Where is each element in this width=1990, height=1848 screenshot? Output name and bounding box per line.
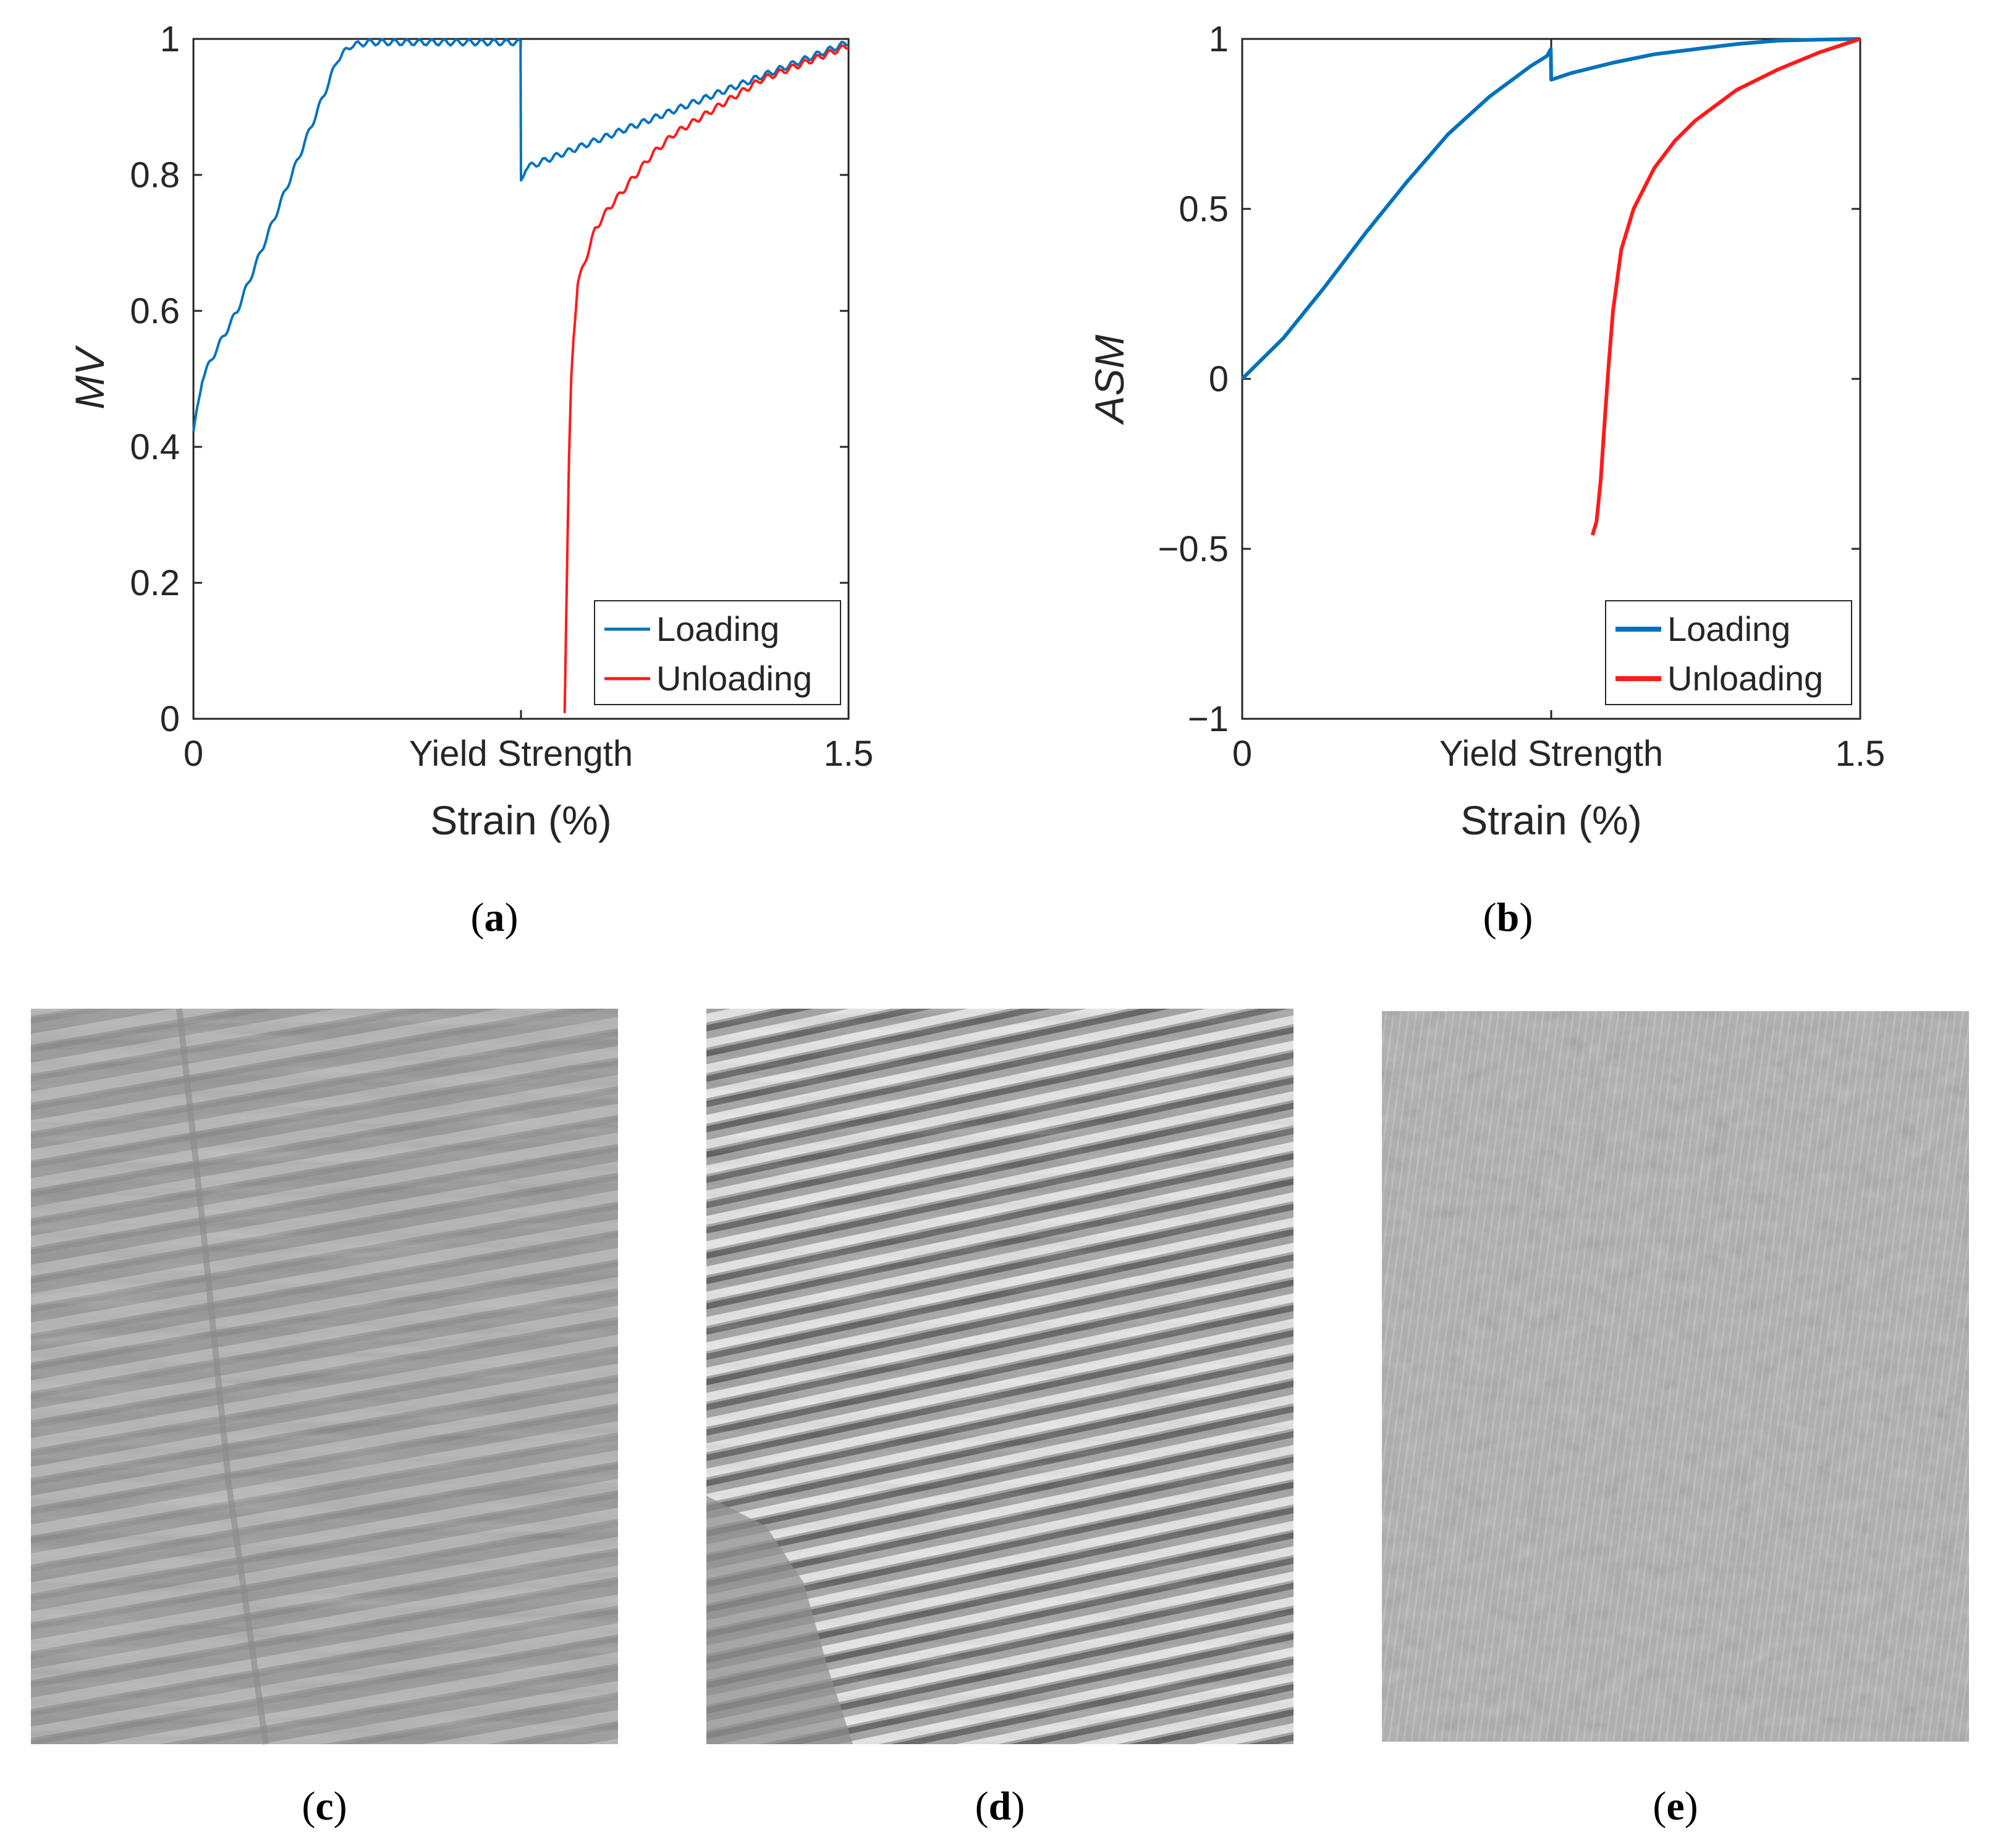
ytick-label: 0 bbox=[160, 699, 180, 739]
ytick-label: 1 bbox=[160, 19, 180, 59]
chart-a: 0 0.2 0.4 0.6 0.8 1 0 Yield Strength 1.5 Strain … bbox=[67, 19, 873, 940]
legend-box-a bbox=[594, 600, 841, 705]
ticks-a: 0 0.2 0.4 0.6 0.8 1 0 Yield Strength 1.5 bbox=[130, 19, 873, 774]
xtick-label: Yield Strength bbox=[1439, 734, 1663, 774]
ytick-label: 0.6 bbox=[130, 291, 180, 331]
chart-b: −1 −0.5 0 0.5 1 0 Yield Strength 1.5 Strain (%)… bbox=[1086, 19, 1885, 940]
xtick-label: 0 bbox=[1232, 734, 1252, 774]
legend-label-unloading-a: Unloading bbox=[656, 659, 812, 698]
micrograph-c: (c) bbox=[31, 1008, 618, 1829]
ytick-label: 0.8 bbox=[130, 155, 180, 195]
micrograph-d: (d) bbox=[706, 1009, 1294, 1829]
caption-c: (c) bbox=[302, 1784, 347, 1829]
legend-a: Loading Unloading bbox=[594, 600, 841, 705]
ytick-label: −1 bbox=[1188, 699, 1229, 739]
legend-label-loading-b: Loading bbox=[1667, 609, 1790, 648]
ytick-label: 0.4 bbox=[130, 427, 180, 467]
legend-label-loading-a: Loading bbox=[656, 609, 779, 648]
ticks-b: −1 −0.5 0 0.5 1 0 Yield Strength 1.5 bbox=[1158, 19, 1886, 774]
ytick-label: 1 bbox=[1209, 19, 1229, 59]
series-b bbox=[1240, 37, 1861, 536]
caption-d: (d) bbox=[975, 1784, 1025, 1829]
xtick-label: 1.5 bbox=[1835, 734, 1886, 774]
series-line-loading bbox=[192, 38, 849, 433]
ytick-label: −0.5 bbox=[1158, 529, 1229, 569]
caption-e: (e) bbox=[1653, 1784, 1698, 1829]
ylabel-a: MV bbox=[67, 345, 112, 410]
ytick-label: 0 bbox=[1209, 359, 1229, 399]
caption-b: (b) bbox=[1483, 895, 1533, 940]
xlabel-b: Strain (%) bbox=[1460, 797, 1641, 843]
series-line-unloading bbox=[563, 44, 849, 713]
xtick-label: 0 bbox=[184, 734, 203, 774]
xtick-label: 1.5 bbox=[824, 734, 874, 774]
legend-b: Loading Unloading bbox=[1605, 600, 1852, 705]
ytick-label: 0.5 bbox=[1179, 189, 1229, 229]
xlabel-a: Strain (%) bbox=[430, 797, 611, 843]
legend-box-b bbox=[1605, 600, 1852, 705]
series-a bbox=[192, 38, 849, 713]
ytick-label: 0.2 bbox=[130, 563, 180, 603]
xtick-label: Yield Strength bbox=[409, 734, 633, 774]
series-line-unloading bbox=[1590, 37, 1861, 536]
series-line-loading bbox=[1240, 37, 1861, 381]
micrograph-e: (e) bbox=[1382, 1011, 1969, 1829]
caption-a: (a) bbox=[471, 895, 519, 940]
legend-label-unloading-b: Unloading bbox=[1667, 659, 1823, 698]
ylabel-b: ASM bbox=[1086, 334, 1132, 425]
